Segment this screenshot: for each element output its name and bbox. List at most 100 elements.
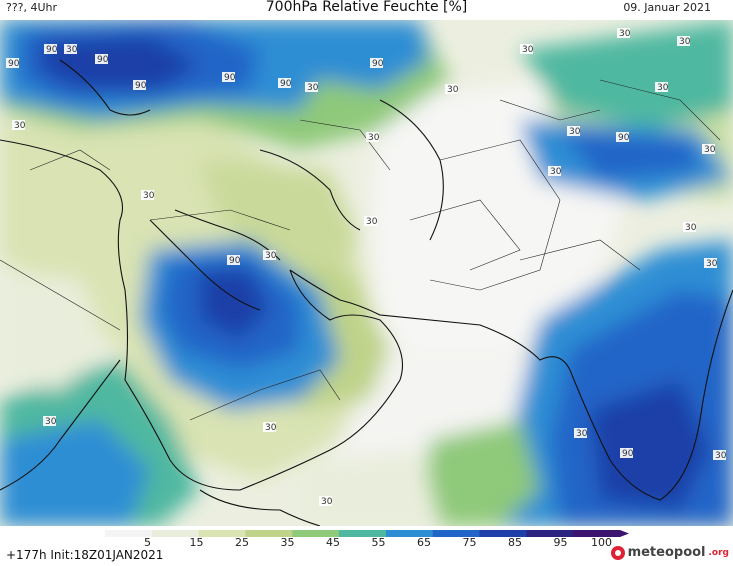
contour-label: 30	[683, 222, 697, 233]
svg-text:30: 30	[685, 223, 697, 233]
valid-date-label: 09. Januar 2021	[623, 1, 711, 14]
contour-label: 30	[263, 422, 277, 433]
contour-label: 30	[12, 120, 26, 131]
logo-suffix: .org	[708, 547, 729, 558]
legend-tick-label: 85	[508, 536, 522, 548]
svg-text:30: 30	[143, 191, 155, 201]
svg-text:30: 30	[14, 121, 26, 131]
contour-label: 90	[95, 54, 109, 65]
meteopool-logo[interactable]: meteopool .org	[610, 545, 729, 560]
legend-swatch	[573, 530, 621, 537]
legend-swatch	[151, 530, 200, 537]
svg-text:30: 30	[366, 217, 378, 227]
contour-label: 90	[6, 58, 20, 69]
borders	[0, 79, 721, 421]
map-title: 700hPa Relative Feuchte [%]	[265, 0, 468, 15]
legend-arrow	[620, 530, 629, 537]
contour-label: 30	[702, 144, 716, 155]
contour-label: 30	[704, 258, 718, 269]
svg-text:30: 30	[550, 167, 562, 177]
logo-text: meteopool	[627, 545, 706, 560]
legend-tick-label: 95	[554, 536, 568, 548]
contour-label: 90	[620, 448, 634, 459]
svg-text:90: 90	[135, 81, 147, 91]
legend-swatch	[105, 530, 153, 537]
legend-swatch	[245, 530, 293, 537]
legend-swatch	[432, 530, 481, 537]
contour-label: 30	[305, 82, 319, 93]
svg-text:30: 30	[679, 37, 691, 47]
svg-text:90: 90	[229, 256, 241, 266]
humidity-map: 90 30 90 90 90 90 30 90 30 30 30 90 30 3…	[0, 20, 733, 526]
contour-label: 30	[366, 132, 380, 143]
legend-tick-label: 55	[372, 536, 386, 548]
contour-label: 30	[655, 82, 669, 93]
contour-label: 90	[616, 132, 630, 143]
legend-tick-label: 100	[591, 536, 612, 548]
contour-label: 90	[222, 72, 236, 83]
contour-label: 90	[227, 255, 241, 266]
legend-tick-label: 65	[417, 536, 431, 548]
legend-swatch	[479, 530, 527, 537]
contour-label: 30	[574, 428, 588, 439]
contour-label: 30	[677, 36, 691, 47]
svg-text:90: 90	[622, 449, 634, 459]
svg-text:30: 30	[576, 429, 588, 439]
svg-text:30: 30	[307, 83, 319, 93]
contour-label: 30	[520, 44, 534, 55]
svg-text:90: 90	[372, 59, 384, 69]
svg-text:30: 30	[715, 451, 727, 461]
legend-bar: 5 15 25 35 45 55 65 75 85 95 100	[105, 530, 629, 549]
contour-label: 90	[133, 80, 147, 91]
svg-text:30: 30	[619, 29, 631, 39]
contour-label: 90	[370, 58, 384, 69]
svg-text:30: 30	[321, 497, 333, 507]
legend-tick-label: 5	[144, 536, 151, 548]
contour-label: 30	[43, 416, 57, 427]
contour-label: 30	[263, 250, 277, 261]
color-legend: 5 15 25 35 45 55 65 75 85 95 100	[0, 526, 733, 566]
svg-text:30: 30	[706, 259, 718, 269]
header-bar: ???, 4Uhr 700hPa Relative Feuchte [%] 09…	[0, 0, 733, 20]
legend-swatch	[198, 530, 246, 537]
legend-swatch	[385, 530, 434, 537]
svg-text:90: 90	[46, 45, 58, 55]
svg-text:90: 90	[97, 55, 109, 65]
legend-tick-label: 35	[281, 536, 295, 548]
contour-label: 30	[617, 28, 631, 39]
svg-text:30: 30	[265, 251, 277, 261]
svg-text:90: 90	[280, 79, 292, 89]
legend-swatch	[292, 530, 340, 537]
svg-text:30: 30	[704, 145, 716, 155]
contour-label: 30	[445, 84, 459, 95]
svg-text:30: 30	[569, 127, 581, 137]
legend-tick-label: 75	[463, 536, 477, 548]
svg-text:90: 90	[8, 59, 20, 69]
legend-swatch	[526, 530, 574, 537]
svg-text:30: 30	[657, 83, 669, 93]
legend-swatch	[339, 530, 387, 537]
contour-label: 90	[44, 44, 58, 55]
valid-time-label: ???, 4Uhr	[6, 1, 58, 14]
map-canvas: 90 30 90 90 90 90 30 90 30 30 30 90 30 3…	[0, 20, 733, 526]
svg-text:90: 90	[224, 73, 236, 83]
contour-label: 30	[567, 126, 581, 137]
svg-text:30: 30	[522, 45, 534, 55]
legend-tick-label: 45	[326, 536, 340, 548]
svg-text:30: 30	[66, 45, 78, 55]
humidity-field	[0, 20, 733, 526]
contour-label: 30	[141, 190, 155, 201]
contour-label: 30	[64, 44, 78, 55]
svg-text:30: 30	[45, 417, 57, 427]
svg-text:30: 30	[265, 423, 277, 433]
contour-label: 30	[548, 166, 562, 177]
logo-icon	[610, 545, 625, 560]
contour-label: 90	[278, 78, 292, 89]
legend-tick-label: 15	[190, 536, 204, 548]
svg-text:30: 30	[368, 133, 380, 143]
init-time-label: +177h Init:18Z01JAN2021	[6, 548, 164, 562]
legend-tick-label: 25	[235, 536, 249, 548]
contour-label: 30	[319, 496, 333, 507]
contour-labels: 90 30 90 90 90 90 30 90 30 30 30 90 30 3…	[6, 28, 727, 507]
svg-text:30: 30	[447, 85, 459, 95]
